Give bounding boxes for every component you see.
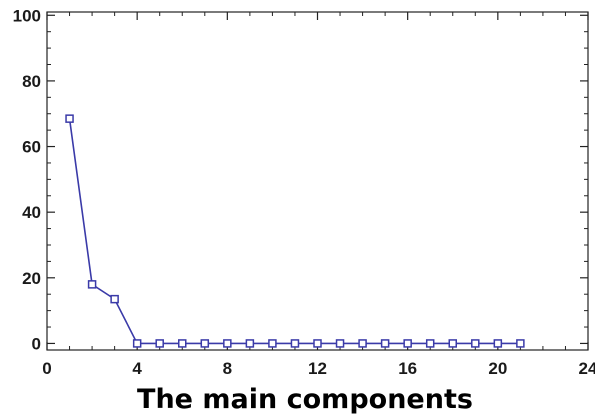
data-point <box>313 339 322 348</box>
y-tick-label: 100 <box>13 6 41 25</box>
data-point <box>516 339 525 348</box>
data-point <box>155 339 164 348</box>
minor-ticks <box>47 12 588 350</box>
data-point <box>110 294 119 304</box>
data-point <box>425 339 435 348</box>
x-tick-label: 16 <box>398 359 417 378</box>
data-point <box>178 339 187 348</box>
data-point <box>471 339 480 348</box>
series-line <box>68 118 521 345</box>
data-point <box>380 339 390 348</box>
y-tick-label: 80 <box>22 72 41 91</box>
data-point <box>403 339 412 348</box>
series-group <box>65 114 525 348</box>
data-point <box>290 339 300 348</box>
data-point <box>87 280 97 289</box>
data-point <box>132 339 142 348</box>
x-tick-label: 4 <box>132 359 142 378</box>
data-point <box>268 339 277 348</box>
y-tick-label: 40 <box>22 203 41 222</box>
y-tick-label: 0 <box>32 334 41 353</box>
y-tick-label: 60 <box>22 138 41 157</box>
plot-frame <box>46 11 589 351</box>
data-point <box>245 339 255 348</box>
x-tick-label: 8 <box>223 359 232 378</box>
data-point <box>448 339 457 348</box>
y-tick-label: 20 <box>22 269 41 288</box>
data-point <box>493 339 503 348</box>
data-point <box>223 339 232 348</box>
x-tick-label: 12 <box>308 359 327 378</box>
x-tick-label: 20 <box>488 359 507 378</box>
x-axis-label: The main components <box>137 384 473 415</box>
data-point <box>358 339 367 348</box>
data-point <box>200 339 210 348</box>
x-tick-label: 0 <box>42 359 51 378</box>
x-tick-label: 24 <box>579 359 595 378</box>
data-point <box>65 114 74 123</box>
y-tick-labels: 0 20 40 60 80 100 <box>13 6 41 353</box>
major-ticks <box>46 12 589 350</box>
x-tick-labels: 0 4 8 12 16 20 24 <box>42 359 595 378</box>
data-point <box>335 339 345 348</box>
